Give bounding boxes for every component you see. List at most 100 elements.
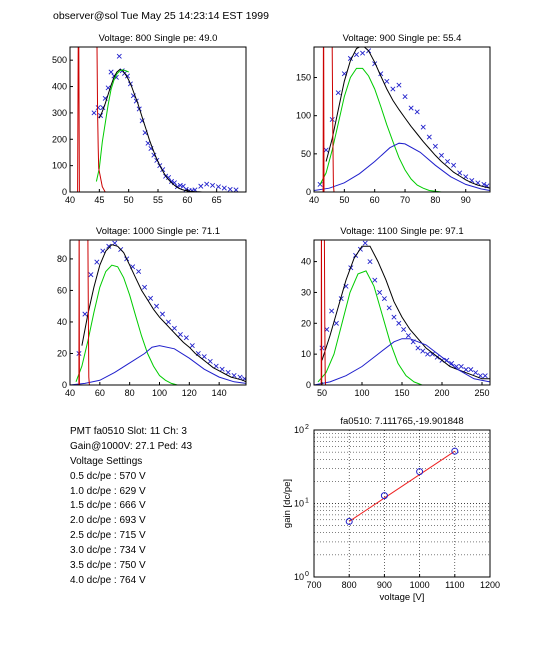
data-point [153,303,160,309]
fit-pe-curve [319,67,448,192]
y-tick-label: 10 [294,425,304,435]
axes-frame [313,46,491,193]
data-point [482,373,488,379]
data-point-stroke [177,182,183,188]
y-tick-label: 0 [306,187,311,197]
x-tick-label: 250 [474,388,489,398]
data-point-stroke [183,335,189,341]
data-point-stroke [482,373,488,379]
chart-title: Voltage: 1100 Single pe: 97.1 [340,226,463,237]
x-tick-label: 50 [339,195,349,205]
data-point [177,182,183,188]
data-point [219,366,225,372]
data-point [215,184,221,190]
fit-pe-curve [317,270,423,385]
pedestal-curve [78,240,80,385]
data-point [171,325,177,331]
axes-frame [313,429,491,578]
data-series [91,53,239,192]
data-point-stroke [396,82,402,88]
data-point [207,358,213,364]
data-point-stroke [333,320,339,326]
data-point [106,243,112,249]
data-point-stroke [360,50,366,56]
data-point-stroke [402,94,408,100]
data-point [396,320,402,326]
data-point-stroke [88,272,94,278]
grid [313,430,491,578]
data-point [159,311,165,317]
chart-panel-1: 40 45 50 55 60 65 0 100 200 300 400 500 Voltage: 800… [52,33,247,205]
data-point-stroke [221,185,227,191]
header-text: observer@sol Tue May 25 14:23:14 EST 199… [53,10,269,22]
data-point [82,311,88,317]
data-point-stroke [386,305,392,311]
gain-point [380,492,388,500]
axes-frame [313,239,491,386]
data-point [183,335,189,341]
data-point [396,82,402,88]
y-tick-label: 0 [306,380,311,390]
data-point [463,174,469,180]
y-tick-label: 100 [52,161,67,171]
y-tick-label: 10 [294,499,304,509]
data-point [390,86,396,92]
data-point-stroke [82,311,88,317]
pedestal-curve [322,47,325,192]
y-tick-label: 30 [301,287,311,297]
y-tick-label: 50 [301,149,311,159]
pedestal-curve [96,47,106,192]
y-tick-exponent: 2 [305,424,309,431]
data-point-stroke [438,152,444,158]
data-point-stroke [219,366,225,372]
data-point-stroke [198,183,204,189]
data-point [136,269,142,275]
data-point [329,308,335,314]
data-point-stroke [148,295,154,301]
data-point-stroke [142,284,148,290]
x-tick-label: 100 [152,388,167,398]
data-point [210,182,216,188]
setting-line: 2.0 dc/pe : 693 V [70,515,146,527]
data-point-stroke [204,181,210,187]
x-tick-label: 700 [306,580,321,590]
x-tick-label: 60 [95,388,105,398]
data-point [225,369,231,375]
plot-content [314,240,490,385]
data-point [198,183,204,189]
data-point [414,109,420,115]
data-point-stroke [225,369,231,375]
y-tick-exponent: 1 [305,498,309,505]
data-point [415,345,421,351]
data-point-stroke [145,140,151,146]
fit-pe-curve [75,264,184,385]
data-point-stroke [154,157,160,163]
x-tick-label: 120 [182,388,197,398]
data-series [319,240,488,379]
pedestal-curve [320,240,323,385]
pedestal-curve [331,47,335,192]
x-tick-label: 100 [354,388,369,398]
data-point [401,326,407,332]
x-tick-label: 60 [370,195,380,205]
data-point [227,186,233,192]
data-point-stroke [100,248,106,254]
data-point-stroke [108,69,114,75]
y-tick-label: 500 [52,55,67,65]
data-point [213,363,219,369]
x-tick-label: 800 [342,580,357,590]
y-tick-label: 40 [301,257,311,267]
chart-panel-2: 40 50 60 70 80 90 0 50 100 150 Voltage: 900 Single… [296,33,491,205]
data-point-stroke [171,325,177,331]
data-point-stroke [473,370,479,376]
x-tick-label: 1200 [480,580,500,590]
fit-total-curve [325,47,490,189]
data-point-stroke [95,105,101,111]
data-point-stroke [160,167,166,173]
data-point [168,178,175,184]
fit-second-curve [314,338,490,385]
y-axis-label: gain [dc/pe] [282,479,293,528]
data-point-stroke [408,105,414,111]
data-point [335,90,341,96]
y-tick-label: 40 [57,317,67,327]
